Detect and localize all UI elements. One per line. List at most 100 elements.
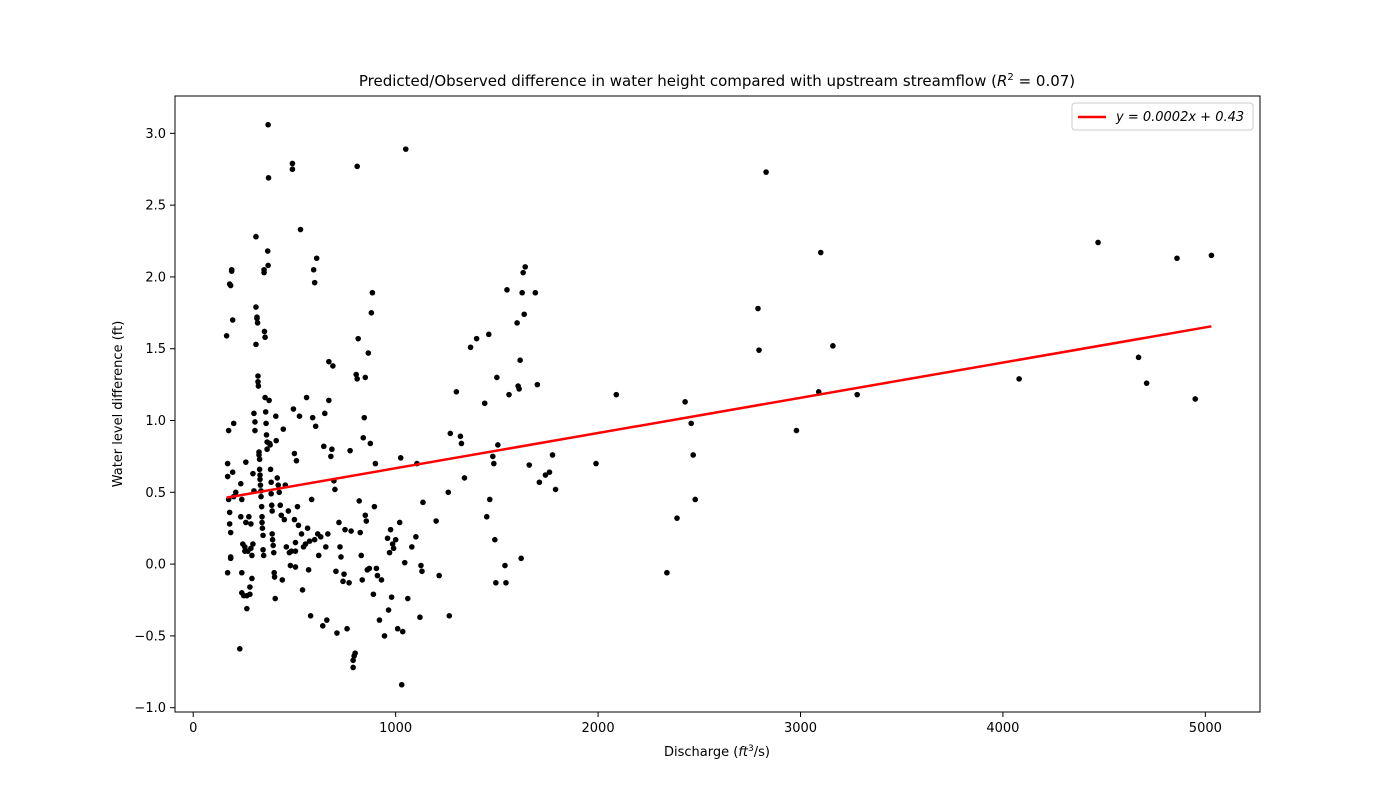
data-point bbox=[315, 552, 322, 559]
data-point bbox=[392, 536, 399, 543]
data-point bbox=[453, 388, 460, 395]
data-point bbox=[255, 383, 262, 389]
data-point bbox=[254, 314, 260, 320]
data-point bbox=[458, 440, 465, 447]
data-point bbox=[333, 568, 339, 575]
data-point bbox=[394, 625, 401, 632]
data-point bbox=[473, 335, 480, 342]
data-point bbox=[326, 397, 332, 404]
data-point bbox=[361, 414, 368, 421]
points-layer bbox=[223, 121, 1215, 688]
data-point bbox=[308, 496, 315, 503]
data-point bbox=[256, 456, 263, 463]
data-point bbox=[247, 584, 253, 590]
data-point bbox=[481, 400, 488, 407]
data-point bbox=[246, 513, 252, 520]
data-point bbox=[467, 344, 474, 351]
data-point bbox=[280, 426, 287, 432]
data-point bbox=[273, 413, 279, 420]
x-tick-label: 1000 bbox=[379, 721, 412, 736]
data-point bbox=[251, 410, 257, 417]
y-tick-label: −0.5 bbox=[134, 629, 166, 644]
data-point bbox=[285, 508, 292, 514]
data-point bbox=[1208, 252, 1215, 259]
x-axis-label-ft: ft bbox=[738, 745, 749, 760]
data-point bbox=[542, 472, 549, 478]
data-point bbox=[274, 475, 281, 481]
data-point bbox=[249, 552, 255, 559]
data-point bbox=[256, 452, 262, 458]
data-point bbox=[311, 279, 318, 286]
data-point bbox=[338, 554, 344, 560]
data-point bbox=[404, 595, 411, 602]
data-point bbox=[289, 166, 296, 173]
data-point bbox=[257, 476, 263, 483]
y-tick-label: 1.5 bbox=[145, 342, 166, 357]
x-tick-label: 5000 bbox=[1189, 721, 1222, 736]
y-tick-label: 2.0 bbox=[145, 270, 166, 285]
data-point bbox=[298, 531, 305, 537]
data-point bbox=[260, 552, 267, 559]
data-point bbox=[229, 469, 236, 476]
data-point bbox=[262, 409, 269, 415]
data-point bbox=[461, 475, 468, 481]
legend-label: y = 0.0002x + 0.43 bbox=[1115, 110, 1244, 125]
data-point bbox=[289, 160, 296, 167]
data-point bbox=[457, 433, 464, 440]
data-point bbox=[307, 612, 314, 619]
data-point bbox=[243, 519, 249, 526]
x-tick-label: 3000 bbox=[784, 721, 817, 736]
data-point bbox=[357, 529, 364, 536]
svg-text:Predicted/Observed difference: Predicted/Observed difference in water h… bbox=[359, 72, 1075, 90]
data-point bbox=[534, 381, 541, 388]
data-point bbox=[495, 442, 501, 448]
data-point bbox=[387, 526, 394, 533]
data-point bbox=[265, 262, 271, 269]
plot-area-frame bbox=[174, 95, 1261, 713]
data-point bbox=[334, 630, 340, 636]
data-point bbox=[293, 457, 300, 464]
data-point bbox=[262, 394, 268, 401]
data-point bbox=[536, 479, 543, 486]
data-point bbox=[332, 486, 338, 493]
data-point bbox=[279, 577, 286, 583]
data-point bbox=[320, 443, 327, 450]
y-tick-label: −1.0 bbox=[134, 701, 166, 716]
data-point bbox=[378, 577, 385, 583]
data-point bbox=[356, 498, 363, 504]
data-point bbox=[755, 305, 761, 312]
data-point bbox=[1143, 380, 1150, 386]
data-point bbox=[312, 423, 319, 430]
data-point bbox=[290, 406, 297, 412]
data-point bbox=[517, 357, 523, 364]
data-point bbox=[253, 233, 259, 240]
y-tick-label: 0.5 bbox=[145, 486, 166, 501]
data-point bbox=[259, 519, 265, 526]
data-point bbox=[494, 374, 500, 381]
data-point bbox=[593, 460, 599, 467]
data-point bbox=[409, 544, 415, 550]
data-point bbox=[237, 513, 244, 520]
data-point bbox=[228, 268, 235, 274]
data-point bbox=[239, 496, 245, 503]
data-point bbox=[261, 328, 268, 335]
data-point bbox=[261, 266, 267, 273]
data-point bbox=[278, 512, 285, 519]
data-point bbox=[374, 572, 381, 579]
data-point bbox=[267, 442, 273, 448]
data-point bbox=[401, 559, 408, 566]
data-point bbox=[1174, 255, 1180, 262]
data-point bbox=[366, 565, 373, 572]
data-point bbox=[549, 452, 556, 458]
data-point bbox=[337, 544, 343, 550]
data-point bbox=[268, 479, 274, 486]
data-point bbox=[514, 320, 520, 326]
data-point bbox=[552, 486, 559, 493]
data-point bbox=[283, 544, 290, 550]
data-point bbox=[348, 528, 354, 534]
data-point bbox=[756, 347, 762, 353]
data-point bbox=[399, 628, 406, 635]
data-point bbox=[292, 548, 299, 554]
data-point bbox=[532, 289, 539, 296]
